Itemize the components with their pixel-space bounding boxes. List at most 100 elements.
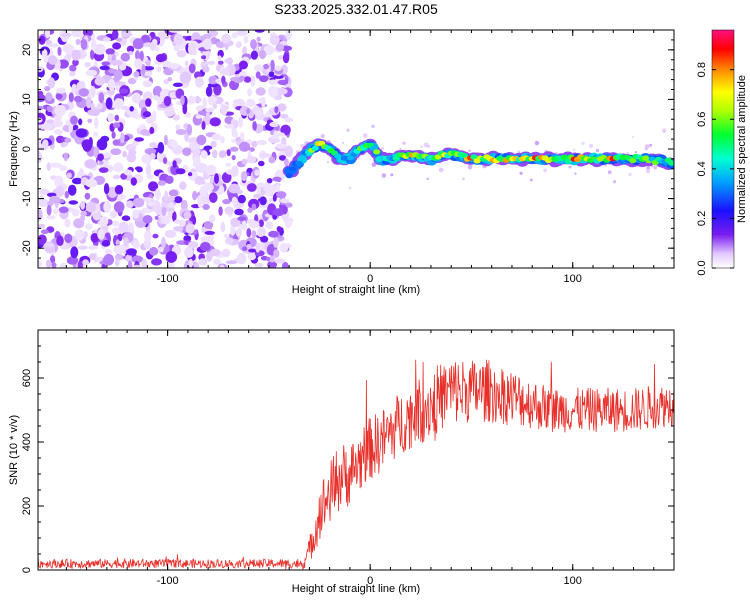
noise-blob [237,216,247,222]
noise-blob [268,156,276,164]
x-tick-label: 100 [564,575,582,587]
x-tick-label: -100 [157,575,179,587]
ridge-cell [334,153,342,159]
spectrogram-ylabel: Frequency (Hz) [8,111,20,187]
noise-blob [134,137,145,142]
noise-blob [209,176,214,184]
noise-blob [268,197,274,203]
noise-blob [117,233,123,242]
noise-blob [90,49,95,60]
noise-blob [255,87,266,96]
noise-blob [269,138,281,143]
noise-blob [254,262,264,268]
noise-dot [631,136,634,139]
noise-blob [101,61,111,66]
noise-blob [38,35,46,45]
noise-blob [175,124,181,131]
noise-dot [467,164,473,170]
noise-blob [182,103,188,115]
noise-blob [208,75,218,85]
noise-blob [170,63,180,70]
noise-dot [529,178,533,182]
noise-blob [98,167,109,174]
noise-blob [243,76,252,83]
noise-blob [265,221,274,230]
noise-blob [236,252,247,265]
noise-blob [262,64,270,70]
colorbar-tick-label: 0.8 [696,62,708,77]
noise-blob [103,183,110,195]
noise-blob [270,59,275,72]
noise-blob [148,181,159,192]
noise-blob [192,190,198,201]
noise-blob [161,206,167,217]
noise-blob [153,95,160,101]
noise-blob [97,153,104,161]
noise-blob [85,178,98,188]
y-tick-label: 200 [21,497,33,515]
noise-blob [60,142,66,148]
snr-panel: -100 0 100 0 200 400 600 Height of straight li… [8,329,675,595]
noise-blob [193,156,201,167]
noise-blob [246,183,257,192]
noise-blob [269,121,279,128]
noise-blob [96,102,103,110]
ridge-cell [288,166,296,172]
noise-blob [184,60,189,67]
noise-blob [59,262,67,268]
noise-blob [127,51,134,55]
noise-blob [224,123,235,129]
noise-blob [172,211,177,222]
noise-blob [90,233,99,243]
noise-blob [132,209,140,219]
y-tick-label: 10 [21,93,33,105]
noise-blob [176,50,187,58]
noise-dot [381,173,387,178]
noise-blob [221,75,226,85]
noise-blob [122,150,127,158]
y-tick-label: -10 [21,191,33,207]
noise-blob [129,106,134,112]
noise-blob [224,206,234,215]
noise-blob [284,158,289,167]
noise-dot [646,166,651,171]
noise-dot [574,172,577,175]
noise-blob [163,96,172,107]
noise-blob [188,258,194,268]
noise-dot [569,165,572,168]
noise-blob [133,264,141,268]
noise-blob [151,258,162,266]
noise-blob [233,119,239,129]
noise-blob [142,111,151,118]
noise-blob [116,37,123,42]
noise-blob [275,88,288,95]
noise-blob [168,189,179,197]
noise-blob [220,221,226,233]
noise-blob [112,122,121,129]
noise-blob [203,221,214,229]
colorbar-tick-label: 0.2 [696,211,708,226]
noise-blob [125,143,137,152]
noise-blob [68,92,74,103]
noise-blob [250,39,257,50]
noise-blob [113,201,125,213]
noise-blob [285,202,293,208]
noise-blob [105,97,113,110]
noise-blob [44,30,51,39]
noise-blob [71,83,77,94]
noise-dot [543,168,548,173]
noise-blob [46,215,56,220]
noise-dot [320,133,325,139]
noise-blob [253,64,264,72]
noise-blob [76,81,84,90]
noise-dot [607,170,612,175]
ridge-cell [629,158,637,164]
noise-blob [231,196,238,205]
noise-blob [64,190,70,199]
noise-blob [156,66,162,73]
noise-blob [187,43,197,56]
noise-blob [179,71,192,84]
noise-blob [116,195,123,202]
y-tick-label: 0 [21,146,33,152]
noise-blob [125,200,134,209]
